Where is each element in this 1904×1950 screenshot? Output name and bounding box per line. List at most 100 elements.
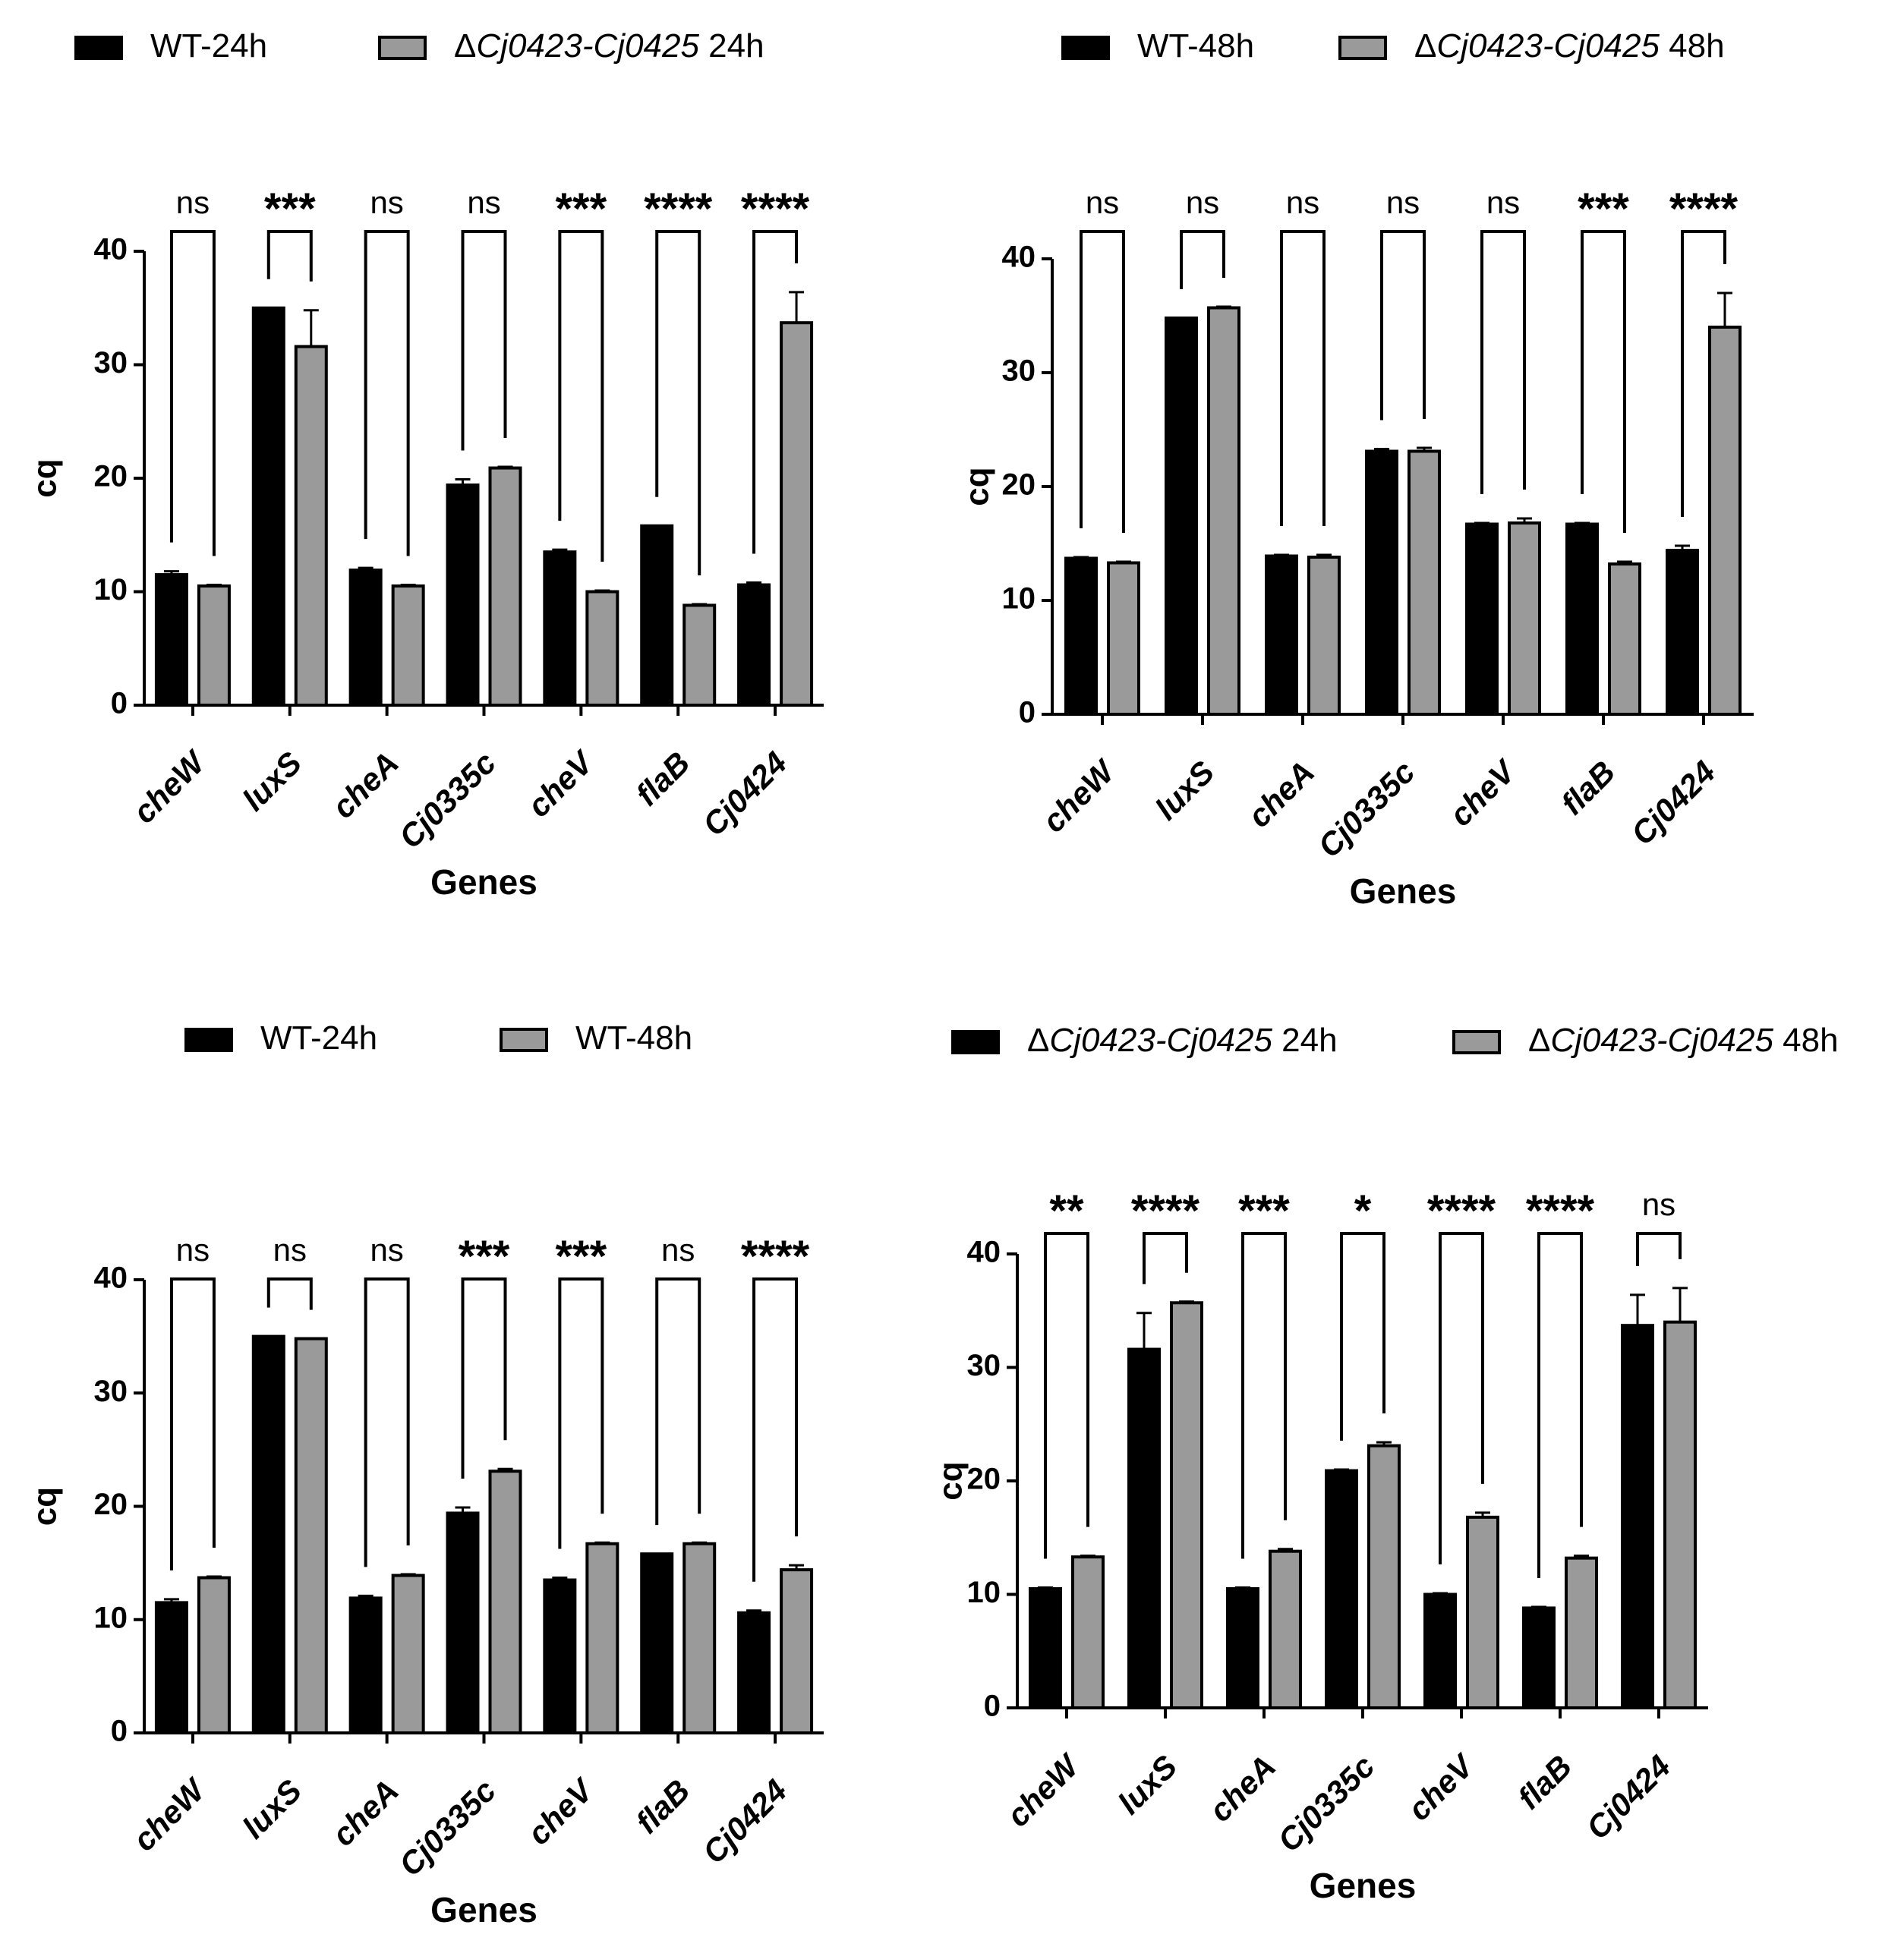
y-tick-label: 10 [1002,582,1036,616]
significance-bracket [1636,1232,1682,1266]
significance-bracket [1340,1232,1385,1441]
legend-swatch [378,36,427,60]
significance-label: ns [1186,184,1219,220]
significance-bracket [169,1277,216,1570]
x-tick-label: Cj0424 [695,1772,793,1870]
y-tick-label: 30 [1002,354,1036,388]
y-tick-label: 10 [94,573,128,606]
significance-label: ns [1486,184,1520,220]
significance-label: ns [176,1232,210,1268]
significance-bracket [1180,230,1225,289]
x-tick-label: cheW [126,743,213,830]
y-tick-label: 10 [967,1576,1001,1609]
significance-bracket [266,1277,313,1310]
significance-label: **** [741,1232,810,1281]
legend-swatch [1338,36,1387,60]
bar-series2 [1608,562,1641,716]
bar-series1 [1621,1324,1654,1710]
significance-bracket [1080,230,1125,533]
y-axis-label: cq [27,1487,64,1526]
bar-series1 [348,1596,383,1735]
bar-series1 [1522,1606,1556,1709]
significance-label: *** [459,1232,510,1281]
y-tick-label: 10 [94,1601,128,1634]
x-tick-label: cheW [126,1771,213,1858]
bar-series2 [391,584,425,707]
significance-label: **** [1669,184,1739,234]
bar-series1 [543,550,577,707]
y-tick-label: 30 [94,346,128,380]
significance-label: ns [1642,1186,1675,1222]
y-tick-label: 40 [967,1236,1001,1269]
x-tick-label: cheA [1203,1748,1283,1829]
significance-bracket [1143,1232,1188,1284]
legend-label: ΔCj0423-Cj0425 48h [1528,1022,1839,1059]
bar-series1 [640,524,674,707]
significance-label: ns [176,184,210,220]
x-axis-title: Genes [430,862,537,902]
y-tick-label: 40 [1002,241,1036,274]
chart-panel-top-left: WT-24h ΔCj0423-Cj0425 24h 0 10 20 30 40 cq cheW n… [27,27,824,902]
x-tick-label: cheA [325,1772,405,1853]
bar-series2 [294,1337,328,1734]
y-tick-label: 20 [1002,468,1036,502]
x-axis-title: Genes [1350,871,1457,911]
x-tick-label: cheW [1000,1747,1087,1834]
legend-swatch [951,1030,1000,1054]
significance-label: *** [555,184,607,234]
bar-series2 [1307,556,1341,716]
bar-series2 [1663,1320,1697,1709]
y-axis-label: cq [27,458,64,497]
x-axis-title: Genes [1310,1866,1417,1905]
bar-series1 [543,1578,577,1734]
bar-series1 [154,573,188,707]
significance-bracket [461,230,507,451]
bar-series2 [585,590,619,707]
bar-series1 [348,569,383,707]
x-tick-label: Cj0335c [1271,1748,1382,1859]
bar-series1 [1226,1587,1259,1709]
significance-label: **** [1526,1186,1595,1236]
bar-series2 [682,1542,717,1734]
x-tick-label: Cj0424 [695,745,793,843]
y-tick-label: 30 [94,1375,128,1408]
bar-series1 [1265,554,1298,716]
bar-series2 [1170,1301,1203,1710]
x-tick-label: cheV [521,1771,601,1851]
y-axis-label: cq [959,467,996,506]
legend-label: ΔCj0423-Cj0425 24h [454,27,764,65]
significance-label: *** [555,1232,607,1281]
x-tick-label: flaB [629,745,696,812]
significance-bracket [1537,1232,1583,1578]
legend-swatch [1061,36,1110,60]
y-tick-label: 0 [1019,696,1036,729]
bar-series2 [1107,561,1140,716]
significance-label: **** [1131,1186,1200,1236]
y-tick-label: 0 [111,687,128,720]
x-tick-label: luxS [1111,1748,1184,1821]
bar-series1 [154,1601,188,1735]
bar-series1 [737,1611,771,1734]
bar-series1 [1423,1592,1457,1709]
significance-label: *** [264,184,316,234]
significance-bracket [364,1277,410,1567]
bar-series2 [1408,449,1441,716]
legend-label: WT-48h [1137,27,1254,65]
y-tick-label: 0 [111,1715,128,1748]
legend-label: WT-24h [150,27,267,65]
bar-series2 [294,345,328,707]
bar-series1 [1666,549,1699,716]
significance-label: ns [1086,184,1119,220]
significance-bracket [1581,230,1626,533]
bar-series2 [1508,521,1541,716]
bar-series1 [251,306,285,707]
bar-series2 [682,603,717,707]
x-tick-label: cheW [1036,752,1123,840]
legend-swatch [1452,1030,1501,1054]
significance-label: ** [1049,1186,1084,1236]
x-tick-label: cheA [1241,754,1322,834]
bar-series2 [197,1576,231,1735]
significance-bracket [1380,230,1426,421]
chart-panel-top-right: WT-48h ΔCj0423-Cj0425 48h 0 10 20 30 40 cq cheW n… [959,27,1754,911]
